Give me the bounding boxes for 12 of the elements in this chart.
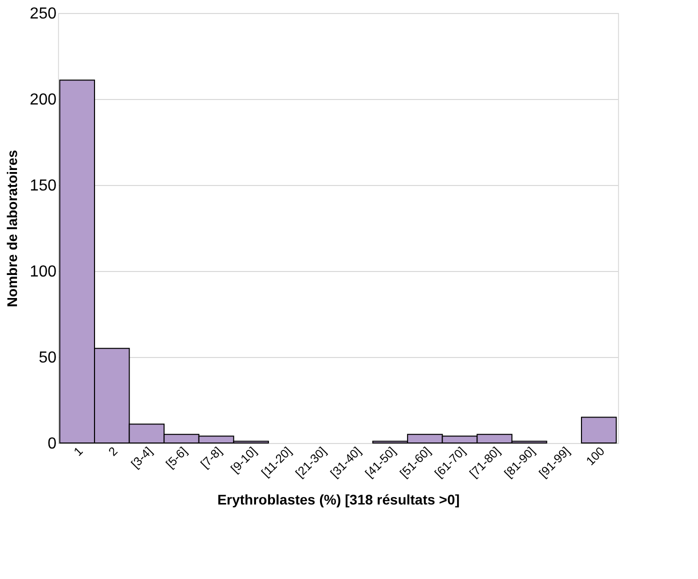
x-axis-title: Erythroblastes (%) [318 résultats >0] [217, 492, 460, 508]
y-tick-label: 100 [30, 264, 57, 280]
bar [580, 416, 617, 444]
x-tick-label: 1 [70, 444, 86, 459]
y-tick-label: 150 [30, 178, 57, 194]
y-axis-title: Nombre de laboratoires [4, 150, 20, 308]
y-tick-label: 50 [38, 350, 57, 366]
x-tick-label: 2 [106, 444, 121, 459]
y-tick-label: 200 [30, 92, 57, 108]
x-tick-label: 100 [583, 444, 608, 468]
y-tick-label: 250 [30, 6, 57, 22]
y-tick-label: 0 [48, 436, 57, 452]
